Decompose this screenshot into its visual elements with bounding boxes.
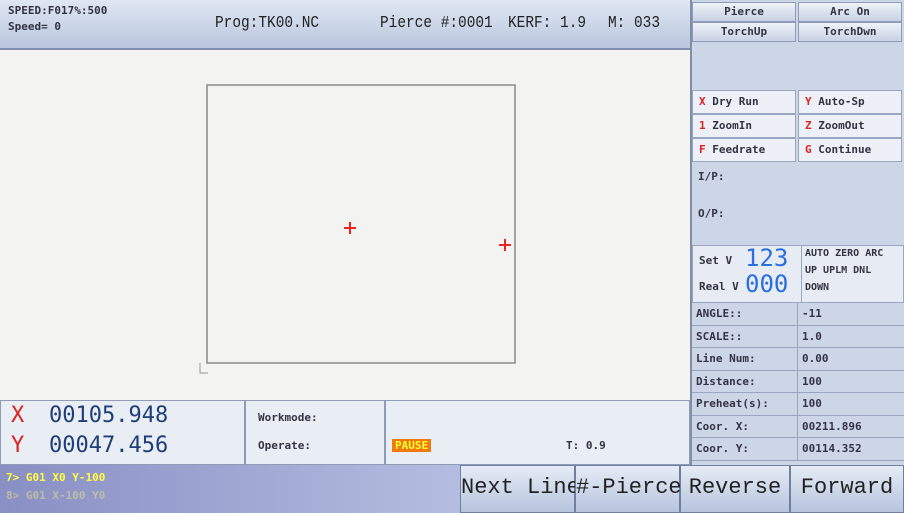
param-label: Distance:: [692, 371, 798, 394]
input: I/P:: [698, 170, 725, 183]
hotkey-label: ZoomOut: [818, 119, 864, 132]
param-label: Coor. Y:: [692, 438, 798, 461]
hotkey-key: Z: [805, 119, 812, 132]
real-value: 000: [745, 270, 788, 298]
mode-box: Workmode: Operate:: [245, 400, 385, 465]
real-label: Real V: [699, 280, 739, 293]
hotkey-key: G: [805, 143, 812, 156]
voltage-box: Set V 123 Real V 000 AUTO ZERO ARC UP UPL…: [692, 245, 904, 303]
param-value: 100: [798, 393, 904, 416]
mode-label: DOWN: [805, 282, 829, 293]
screen: SPEED:F017%:500 Speed= 0 Prog:TK00.NC Pi…: [0, 0, 904, 513]
y-value: 00047.456: [49, 433, 168, 458]
mode-label: UP UPLM DNL: [805, 265, 871, 276]
param-value: 1.0: [798, 326, 904, 349]
state: PAUSE: [392, 439, 431, 452]
origin-corner: [200, 363, 208, 373]
hotkey[interactable]: Y Auto-Sp: [798, 90, 902, 114]
soft-button[interactable]: Reverse: [680, 465, 790, 513]
canvas: [0, 50, 690, 400]
program-lines: 7> G01 X0 Y-100 8> G01 X-100 Y0: [0, 465, 460, 513]
hotkey[interactable]: 1 ZoomIn: [692, 114, 796, 138]
param-label: SCALE::: [692, 326, 798, 349]
hotkey-key: Y: [805, 95, 812, 108]
param-label: Preheat(s):: [692, 393, 798, 416]
hotkey[interactable]: G Continue: [798, 138, 902, 162]
status-box: PAUSE T: 0.9: [385, 400, 690, 465]
operate: Operate:: [258, 439, 311, 452]
hotkey-key: 1: [699, 119, 706, 132]
mode-label: AUTO ZERO ARC: [805, 248, 883, 259]
hotkey[interactable]: Z ZoomOut: [798, 114, 902, 138]
m-code: M: 033: [608, 14, 660, 33]
next-line: 8> G01 X-100 Y0: [6, 489, 105, 502]
torch-marker: [344, 222, 356, 234]
position-box: X 00105.948 Y 00047.456: [0, 400, 245, 465]
speed: SPEED:F017%:500: [8, 4, 107, 17]
param-value: 0.00: [798, 348, 904, 371]
param-value: 00114.352: [798, 438, 904, 461]
hotkey-label: Auto-Sp: [818, 95, 864, 108]
workmode: Workmode:: [258, 411, 318, 424]
kerf: KERF: 1.9: [508, 14, 586, 33]
y-label: Y: [11, 433, 24, 458]
hotkey-label: Feedrate: [712, 143, 765, 156]
x-label: X: [11, 403, 24, 428]
soft-button[interactable]: #-Pierce: [575, 465, 680, 513]
hotkey-label: ZoomIn: [712, 119, 752, 132]
function-key[interactable]: Arc On: [798, 2, 902, 22]
hotkey[interactable]: X Dry Run: [692, 90, 796, 114]
param-value: 100: [798, 371, 904, 394]
x-value: 00105.948: [49, 403, 168, 428]
function-key[interactable]: TorchDwn: [798, 22, 902, 42]
set-value: 123: [745, 244, 788, 272]
function-key[interactable]: Pierce: [692, 2, 796, 22]
origin-marker: [499, 239, 511, 251]
mode-divider: [801, 245, 802, 303]
param-value: 00211.896: [798, 416, 904, 439]
param-label: ANGLE::: [692, 303, 798, 326]
hotkey-label: Dry Run: [712, 95, 758, 108]
param-value: -11: [798, 303, 904, 326]
speed-value: Speed= 0: [8, 20, 61, 33]
param-label: Coor. X:: [692, 416, 798, 439]
output: O/P:: [698, 207, 725, 220]
hotkey[interactable]: F Feedrate: [692, 138, 796, 162]
soft-button[interactable]: Next Line: [460, 465, 575, 513]
hotkey-key: X: [699, 95, 706, 108]
hotkey-label: Continue: [818, 143, 871, 156]
header: SPEED:F017%:500 Speed= 0 Prog:TK00.NC Pi…: [0, 0, 690, 50]
function-key[interactable]: TorchUp: [692, 22, 796, 42]
time: T: 0.9: [566, 439, 606, 452]
set-label: Set V: [699, 254, 732, 267]
current-line: 7> G01 X0 Y-100: [6, 471, 105, 484]
cut-path: [207, 85, 515, 363]
soft-button[interactable]: Forward: [790, 465, 904, 513]
hotkey-key: F: [699, 143, 706, 156]
param-label: Line Num:: [692, 348, 798, 371]
pierce: Pierce #:0001: [380, 14, 493, 33]
program: Prog:TK00.NC: [215, 14, 319, 33]
plot: [0, 50, 690, 400]
